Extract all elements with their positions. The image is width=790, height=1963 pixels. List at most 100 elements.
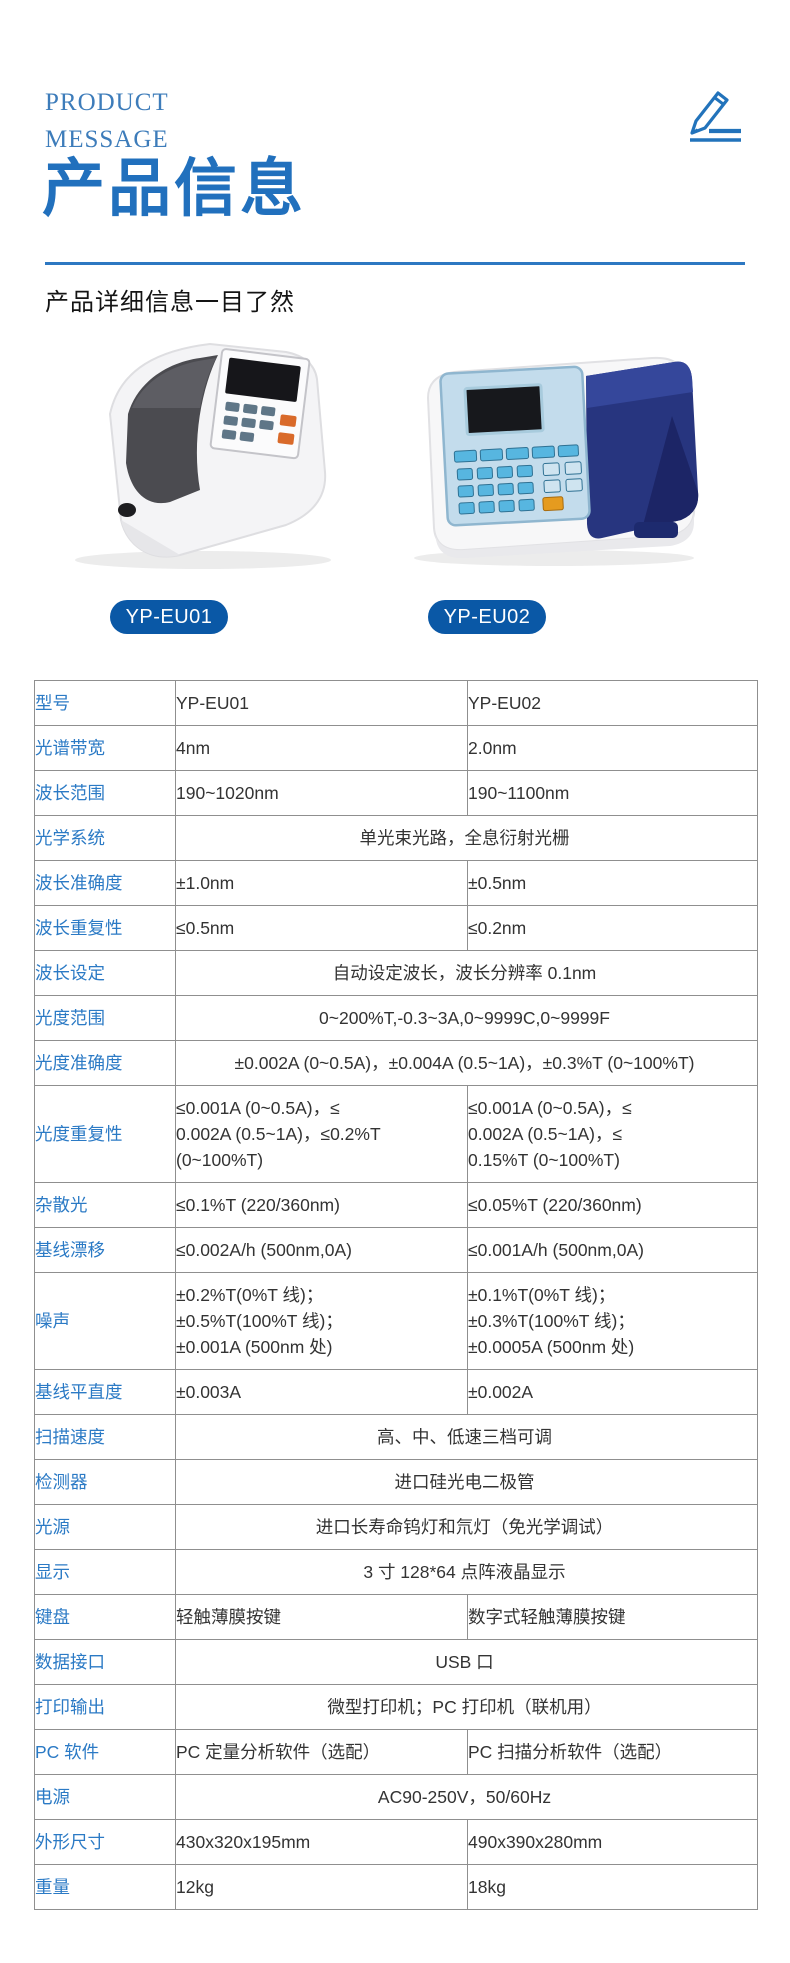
- spec-label: 光学系统: [34, 815, 176, 861]
- spec-row: PC 软件 PC 定量分析软件（选配） PC 扫描分析软件（选配）: [34, 1729, 758, 1775]
- pencil-icon: [682, 86, 748, 148]
- spec-value-col1: 12kg: [175, 1864, 468, 1910]
- spec-value-col2: ±0.5nm: [467, 860, 758, 906]
- spec-value-col1: 190~1020nm: [175, 770, 468, 816]
- spec-value-col1: ≤0.002A/h (500nm,0A): [175, 1227, 468, 1273]
- spec-label: 光度重复性: [34, 1085, 176, 1183]
- spec-label: 基线漂移: [34, 1227, 176, 1273]
- spec-value-col1: 轻触薄膜按键: [175, 1594, 468, 1640]
- spec-label: 光源: [34, 1504, 176, 1550]
- spec-label: 外形尺寸: [34, 1819, 176, 1865]
- spec-label: 打印输出: [34, 1684, 176, 1730]
- spec-label: 扫描速度: [34, 1414, 176, 1460]
- spec-value-span: 高、中、低速三档可调: [175, 1414, 758, 1460]
- spec-value-col2: ≤0.2nm: [467, 905, 758, 951]
- spec-value-col2: 18kg: [467, 1864, 758, 1910]
- spec-row: 光度范围 0~200%T,-0.3~3A,0~9999C,0~9999F: [34, 995, 758, 1041]
- spec-value-col1: ≤0.001A (0~0.5A)，≤ 0.002A (0.5~1A)，≤0.2%…: [175, 1085, 468, 1183]
- spec-label: 光谱带宽: [34, 725, 176, 771]
- spec-value-col2: ±0.1%T(0%T 线)； ±0.3%T(100%T 线)； ±0.0005A…: [467, 1272, 758, 1370]
- spec-row: 检测器 进口硅光电二极管: [34, 1459, 758, 1505]
- spec-value-span: 单光束光路，全息衍射光栅: [175, 815, 758, 861]
- spec-label: 显示: [34, 1549, 176, 1595]
- spec-row: 波长准确度 ±1.0nm ±0.5nm: [34, 860, 758, 906]
- spec-label: 光度范围: [34, 995, 176, 1041]
- spec-row: 数据接口 USB 口: [34, 1639, 758, 1685]
- spec-value-col1: 430x320x195mm: [175, 1819, 468, 1865]
- spec-label: 数据接口: [34, 1639, 176, 1685]
- eyebrow-text: PRODUCT MESSAGE: [45, 84, 169, 158]
- spec-row: 噪声 ±0.2%T(0%T 线)； ±0.5%T(100%T 线)； ±0.001…: [34, 1272, 758, 1370]
- spec-value-span: 自动设定波长，波长分辨率 0.1nm: [175, 950, 758, 996]
- spec-value-span: 进口硅光电二极管: [175, 1459, 758, 1505]
- spec-label: PC 软件: [34, 1729, 176, 1775]
- spec-value-col2: YP-EU02: [467, 680, 758, 726]
- spec-label: 检测器: [34, 1459, 176, 1505]
- spec-label: 基线平直度: [34, 1369, 176, 1415]
- spec-row: 光学系统 单光束光路，全息衍射光栅: [34, 815, 758, 861]
- spec-table: 型号 YP-EU01 YP-EU02 光谱带宽 4nm 2.0nm 波长范围 190~1020…: [34, 680, 758, 1910]
- spec-label: 波长范围: [34, 770, 176, 816]
- spec-row: 光度重复性 ≤0.001A (0~0.5A)，≤ 0.002A (0.5~1A)，…: [34, 1085, 758, 1183]
- spec-row: 显示 3 寸 128*64 点阵液晶显示: [34, 1549, 758, 1595]
- spec-value-col1: ±0.2%T(0%T 线)； ±0.5%T(100%T 线)； ±0.001A …: [175, 1272, 468, 1370]
- spec-row: 基线平直度 ±0.003A ±0.002A: [34, 1369, 758, 1415]
- spec-value-col1: ±0.003A: [175, 1369, 468, 1415]
- page-subtitle: 产品详细信息一目了然: [45, 290, 295, 316]
- spec-row: 重量 12kg 18kg: [34, 1864, 758, 1910]
- spec-value-col1: ≤0.5nm: [175, 905, 468, 951]
- page-title: 产品信息: [42, 154, 306, 224]
- eyebrow-line2: MESSAGE: [45, 126, 169, 153]
- spec-row: 键盘 轻触薄膜按键 数字式轻触薄膜按键: [34, 1594, 758, 1640]
- spec-value-span: USB 口: [175, 1639, 758, 1685]
- spec-row: 打印输出 微型打印机；PC 打印机（联机用）: [34, 1684, 758, 1730]
- product-image-yp-eu01: [48, 292, 353, 587]
- spec-label: 键盘: [34, 1594, 176, 1640]
- spec-row: 杂散光 ≤0.1%T (220/360nm) ≤0.05%T (220/360nm): [34, 1182, 758, 1228]
- spec-table-body: 型号 YP-EU01 YP-EU02 光谱带宽 4nm 2.0nm 波长范围 190~1020…: [34, 680, 758, 1910]
- spec-row: 波长重复性 ≤0.5nm ≤0.2nm: [34, 905, 758, 951]
- spec-row: 光源 进口长寿命钨灯和氘灯（免光学调试）: [34, 1504, 758, 1550]
- model-badge-yp-eu01[interactable]: YP-EU01: [110, 600, 228, 634]
- spec-label: 杂散光: [34, 1182, 176, 1228]
- spec-row: 电源 AC90-250V，50/60Hz: [34, 1774, 758, 1820]
- model-badge-yp-eu02[interactable]: YP-EU02: [428, 600, 546, 634]
- spec-value-col2: ≤0.05%T (220/360nm): [467, 1182, 758, 1228]
- spec-value-col2: 490x390x280mm: [467, 1819, 758, 1865]
- spec-value-col1: 4nm: [175, 725, 468, 771]
- spec-value-col2: ±0.002A: [467, 1369, 758, 1415]
- spec-value-col2: PC 扫描分析软件（选配）: [467, 1729, 758, 1775]
- spec-row: 外形尺寸 430x320x195mm 490x390x280mm: [34, 1819, 758, 1865]
- spec-row: 型号 YP-EU01 YP-EU02: [34, 680, 758, 726]
- eyebrow-line1: PRODUCT: [45, 89, 169, 116]
- spec-value-span: 微型打印机；PC 打印机（联机用）: [175, 1684, 758, 1730]
- spec-value-col1: ≤0.1%T (220/360nm): [175, 1182, 468, 1228]
- spec-value-col2: ≤0.001A/h (500nm,0A): [467, 1227, 758, 1273]
- spec-label: 波长重复性: [34, 905, 176, 951]
- spec-row: 基线漂移 ≤0.002A/h (500nm,0A) ≤0.001A/h (500nm…: [34, 1227, 758, 1273]
- spec-label: 光度准确度: [34, 1040, 176, 1086]
- spec-value-span: ±0.002A (0~0.5A)，±0.004A (0.5~1A)，±0.3%T…: [175, 1040, 758, 1086]
- spec-label: 波长设定: [34, 950, 176, 996]
- spec-label: 型号: [34, 680, 176, 726]
- spec-value-col1: PC 定量分析软件（选配）: [175, 1729, 468, 1775]
- spec-value-span: AC90-250V，50/60Hz: [175, 1774, 758, 1820]
- spec-value-col2: 190~1100nm: [467, 770, 758, 816]
- spec-row: 扫描速度 高、中、低速三档可调: [34, 1414, 758, 1460]
- title-divider: [45, 262, 745, 265]
- spec-value-col1: ±1.0nm: [175, 860, 468, 906]
- spec-label: 电源: [34, 1774, 176, 1820]
- spec-row: 波长设定 自动设定波长，波长分辨率 0.1nm: [34, 950, 758, 996]
- spec-value-col1: YP-EU01: [175, 680, 468, 726]
- spec-label: 波长准确度: [34, 860, 176, 906]
- spec-row: 波长范围 190~1020nm 190~1100nm: [34, 770, 758, 816]
- spec-value-col2: ≤0.001A (0~0.5A)，≤ 0.002A (0.5~1A)，≤ 0.1…: [467, 1085, 758, 1183]
- product-image-yp-eu02: [382, 296, 722, 581]
- spec-value-span: 3 寸 128*64 点阵液晶显示: [175, 1549, 758, 1595]
- spec-value-span: 进口长寿命钨灯和氘灯（免光学调试）: [175, 1504, 758, 1550]
- spec-row: 光度准确度 ±0.002A (0~0.5A)，±0.004A (0.5~1A)，±…: [34, 1040, 758, 1086]
- spec-value-col2: 2.0nm: [467, 725, 758, 771]
- spec-value-col2: 数字式轻触薄膜按键: [467, 1594, 758, 1640]
- spec-row: 光谱带宽 4nm 2.0nm: [34, 725, 758, 771]
